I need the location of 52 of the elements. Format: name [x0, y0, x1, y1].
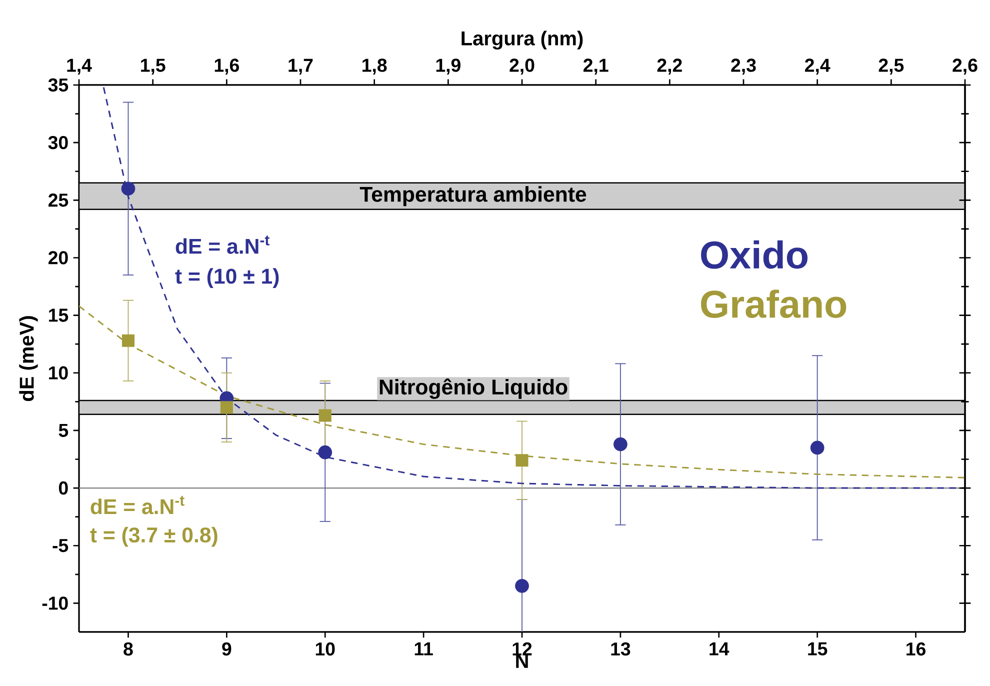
y-tick-label: 35: [48, 78, 68, 92]
y-tick-label: 5: [58, 424, 68, 437]
x-tick-label: 15: [808, 642, 828, 656]
x-tick-label: 10: [316, 642, 335, 656]
x-tick-label: 12: [512, 642, 532, 656]
point: [318, 445, 332, 460]
x-tick-label: 16: [906, 642, 926, 656]
annotation: dE = a.N$^{-t}$: [176, 236, 270, 254]
point: [516, 454, 528, 467]
x-tick-label: 11: [414, 642, 433, 656]
x2-tick-label: 1,6: [214, 58, 239, 75]
x-tick-label: 9: [222, 642, 232, 656]
y-tick-label: 30: [48, 136, 68, 150]
annotation: dE = a.N$^{-t}$: [90, 496, 184, 514]
point: [515, 578, 529, 593]
x2-tick-label: 1,9: [436, 58, 460, 75]
line-series: [102, 86, 965, 489]
x-tick-label: 14: [710, 642, 730, 656]
text: Oxido: [701, 240, 808, 269]
y-tick-label: -10: [42, 596, 68, 610]
band-label: Temperatura ambiente: [360, 186, 586, 206]
x-tick-label: 13: [611, 642, 630, 656]
x2-tick-label: 2,5: [878, 58, 904, 75]
annotation: t = (3.7 ± 0.8): [90, 526, 218, 547]
x2-tick-label: 1,4: [67, 58, 92, 75]
point: [810, 440, 824, 455]
y-tick-label: 0: [58, 481, 68, 495]
x2-tick-label: 2,1: [584, 58, 608, 75]
x2-tick-label: 1,8: [362, 58, 387, 75]
point: [121, 182, 136, 196]
x-tick-label: 8: [124, 642, 133, 656]
x2-tick-label: 2,4: [805, 58, 830, 75]
y-tick-label: -5: [52, 539, 68, 552]
point: [614, 437, 628, 452]
y-tick-label: 20: [48, 251, 68, 264]
y-tick-label: 15: [49, 308, 68, 322]
point: [122, 334, 135, 347]
x2-tick-label: 1,7: [288, 58, 313, 75]
point: [220, 401, 233, 414]
x2-tick-label: 2,3: [731, 58, 756, 75]
y-tick-label: 10: [49, 366, 68, 380]
text: Grafano: [701, 290, 846, 318]
band-label: Nitrogênio Liquido: [380, 378, 568, 399]
point: [318, 409, 332, 422]
annotation: t = (10 ± 1): [175, 268, 279, 288]
x2-tick-label: 2,2: [657, 58, 682, 75]
x2-tick-label: 2,0: [510, 58, 534, 75]
y-tick-label: 25: [48, 194, 68, 207]
y-axis-title: dE (meV): [19, 316, 38, 402]
x2-tick-label: 1,5: [141, 58, 166, 75]
x2-axis-title: Largura (nm): [462, 30, 583, 50]
x2-tick-label: 2,6: [952, 58, 978, 75]
